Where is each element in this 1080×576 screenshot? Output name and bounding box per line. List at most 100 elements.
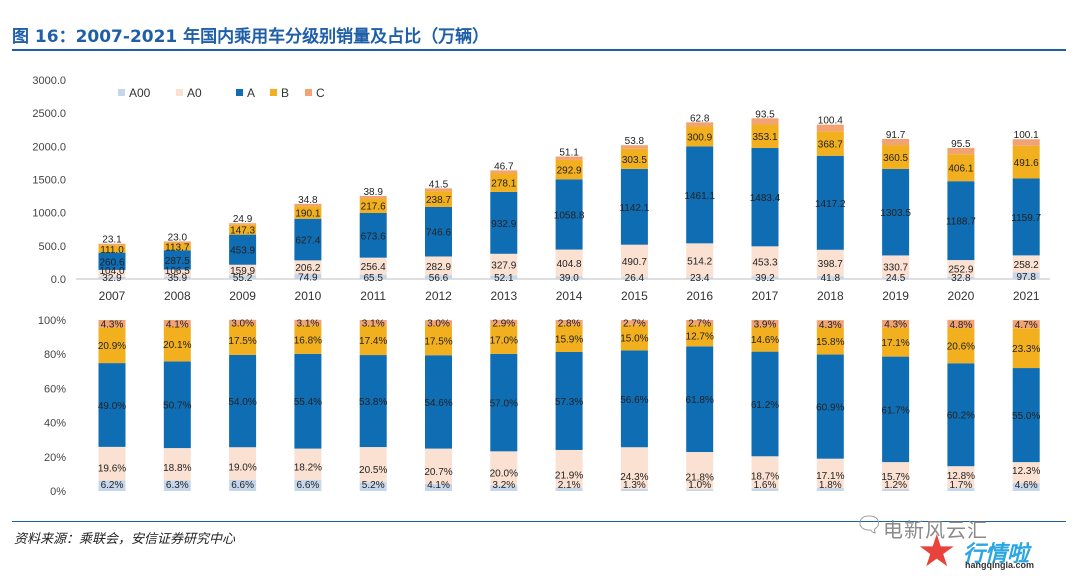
data-label-a00-2015: 1.3% (623, 480, 646, 491)
data-label-a00-2017: 1.6% (754, 480, 777, 491)
y-tick-label: 0.0 (51, 274, 66, 286)
bar-a0-2017 (751, 246, 779, 277)
legend-swatch-a0 (176, 89, 183, 96)
bar-a0-2015 (620, 244, 648, 278)
data-label-a-2007: 49.0% (98, 401, 126, 412)
bar-a-2007 (98, 252, 126, 270)
bar-c-2018 (816, 320, 844, 328)
data-label-a00-2020: 1.7% (950, 480, 973, 491)
data-label-c-2009: 24.9 (233, 214, 253, 225)
data-label-a0-2018: 398.7 (818, 259, 843, 270)
data-label-b-2017: 353.1 (752, 132, 777, 143)
data-label-b-2011: 217.6 (361, 202, 386, 213)
data-label-a0-2008: 106.5 (165, 266, 190, 277)
data-label-c-2013: 46.7 (494, 161, 514, 172)
bar-a-2010 (294, 218, 322, 261)
bar-a00-2014 (555, 276, 583, 279)
bar-a0-2017 (751, 456, 779, 489)
bar-a0-2007 (98, 446, 126, 481)
bar-a0-2016 (686, 452, 714, 490)
data-label-b-2019: 17.1% (881, 338, 909, 349)
data-label-a-2020: 1188.7 (946, 217, 976, 228)
data-label-c-2019: 91.7 (886, 130, 906, 141)
bar-c-2014 (555, 156, 583, 160)
data-label-a00-2008: 6.3% (166, 480, 189, 491)
bar-a-2021 (1012, 368, 1040, 463)
bar-c-2008 (163, 241, 191, 243)
bar-a-2012 (425, 206, 452, 257)
legend-swatch-a00 (118, 89, 125, 96)
bar-a0-2009 (229, 447, 257, 480)
data-label-a-2009: 54.0% (228, 397, 256, 408)
bar-c-2016 (686, 320, 714, 325)
bar-b-2019 (882, 327, 910, 357)
bar-a-2018 (816, 155, 844, 250)
bar-a0-2018 (816, 458, 844, 488)
data-label-c-2015: 53.8 (625, 136, 645, 147)
bar-a0-2019 (882, 255, 910, 278)
data-label-a0-2019: 15.7% (881, 472, 909, 483)
watermark-url: hangqingla.com (965, 560, 1035, 570)
bar-a00-2008 (163, 276, 191, 279)
data-label-a00-2021: 97.8 (1016, 272, 1036, 283)
data-label-a00-2014: 2.1% (558, 480, 581, 491)
bar-a0-2008 (163, 269, 191, 277)
bar-b-2009 (229, 324, 257, 355)
bar-a00-2020 (947, 488, 975, 491)
data-label-a0-2007: 104.0 (99, 266, 124, 277)
bar-b-2021 (1012, 328, 1040, 369)
bar-a00-2017 (751, 488, 779, 491)
chart-legend: A00 A0 A B C (118, 86, 325, 100)
bar-c-2013 (490, 319, 518, 325)
data-label-a0-2008: 18.8% (163, 463, 191, 474)
bar-a-2012 (425, 355, 452, 449)
data-label-a0-2014: 404.8 (557, 259, 582, 270)
figure-title: 图 16：2007-2021 年国内乘用车分级别销量及占比（万辆） (12, 27, 490, 47)
data-label-c-2014: 51.1 (559, 148, 579, 159)
data-label-a00-2013: 52.1 (494, 273, 514, 284)
data-label-a-2018: 60.9% (816, 403, 844, 414)
data-label-a00-2012: 4.1% (427, 480, 450, 491)
data-label-a-2016: 1461.1 (684, 191, 715, 202)
bar-a00-2014 (555, 487, 583, 491)
data-label-a-2011: 53.8% (359, 397, 387, 408)
data-label-b-2021: 491.6 (1014, 158, 1039, 169)
bar-a00-2017 (751, 276, 779, 279)
data-label-a0-2019: 330.7 (883, 262, 908, 273)
bar-a0-2007 (98, 269, 126, 277)
data-label-a-2019: 1303.5 (880, 208, 911, 219)
data-label-a-2010: 627.4 (295, 236, 320, 247)
data-label-b-2018: 368.7 (818, 140, 843, 151)
y-tick-label: 1500.0 (32, 175, 66, 187)
bar-a-2017 (751, 147, 779, 247)
data-label-b-2021: 23.3% (1012, 344, 1040, 355)
data-label-b-2014: 15.9% (555, 334, 583, 345)
bar-b-2007 (98, 245, 126, 253)
x-tick-label: 2010 (295, 289, 322, 303)
data-label-a0-2009: 159.9 (230, 266, 255, 277)
bar-a0-2020 (947, 260, 975, 277)
bar-a-2013 (490, 191, 518, 254)
data-label-a0-2011: 256.4 (361, 262, 386, 273)
bar-c-2009 (229, 319, 257, 325)
data-label-b-2016: 300.9 (687, 132, 712, 143)
data-label-c-2009: 3.0% (231, 318, 254, 329)
data-label-a00-2013: 3.2% (492, 480, 515, 491)
bar-a0-2010 (294, 448, 322, 480)
bar-a-2019 (882, 356, 910, 463)
data-label-a0-2017: 18.7% (751, 471, 779, 482)
bar-a0-2011 (359, 447, 387, 483)
bar-c-2009 (229, 223, 257, 225)
bar-a0-2013 (490, 451, 518, 486)
bar-b-2012 (425, 191, 452, 207)
data-label-a00-2014: 39.0 (559, 273, 579, 284)
bar-a-2008 (163, 250, 191, 270)
data-label-b-2008: 113.7 (165, 243, 190, 254)
x-tick-label: 2008 (164, 289, 191, 303)
data-label-a00-2007: 32.9 (102, 273, 122, 284)
data-label-a-2013: 57.0% (490, 399, 518, 410)
data-label-a-2012: 54.6% (424, 398, 452, 409)
data-label-a-2013: 932.9 (491, 219, 516, 230)
y-tick-label: 500.0 (38, 241, 66, 253)
bar-b-2012 (425, 325, 452, 356)
